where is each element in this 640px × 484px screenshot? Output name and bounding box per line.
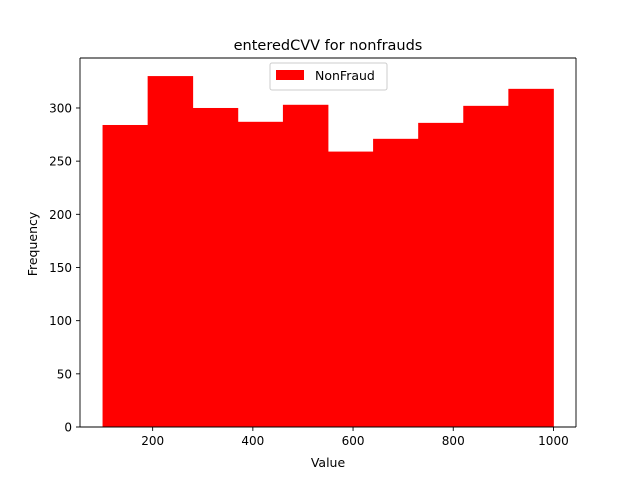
- histogram-bar: [192, 107, 239, 427]
- x-axis-label: Value: [311, 455, 346, 470]
- histogram-bar: [463, 105, 509, 427]
- chart-title: enteredCVV for nonfrauds: [234, 38, 423, 54]
- histogram-bar: [237, 121, 284, 428]
- x-tick-label: 1000: [538, 434, 569, 448]
- x-tick-label: 400: [241, 434, 264, 448]
- x-axis-ticks: 200 400 600 800 1000: [141, 427, 569, 448]
- histogram-bar: [282, 104, 329, 427]
- histogram-bar: [147, 76, 194, 427]
- y-tick-label: 300: [49, 101, 72, 115]
- y-tick-label: 200: [49, 208, 72, 222]
- y-tick-label: 100: [49, 314, 72, 328]
- histogram-bar: [508, 88, 554, 427]
- x-tick-label: 800: [442, 434, 465, 448]
- y-axis-ticks: 0 50 100 150 200 250 300: [49, 101, 80, 435]
- y-tick-label: 150: [49, 261, 72, 275]
- x-tick-label: 200: [141, 434, 164, 448]
- plot-axes: [79, 57, 577, 428]
- y-tick-label: 0: [64, 421, 72, 435]
- histogram-bar: [102, 124, 149, 428]
- histogram-bar: [418, 122, 464, 428]
- legend-label: NonFraud: [315, 68, 375, 83]
- y-tick-label: 50: [57, 367, 72, 381]
- legend-swatch: [276, 70, 304, 80]
- histogram-bar: [373, 138, 419, 427]
- y-axis-label: Frequency: [25, 211, 40, 276]
- y-tick-label: 250: [49, 155, 72, 169]
- legend-frame: [269, 62, 388, 91]
- histogram-bar: [328, 151, 374, 427]
- x-tick-label: 600: [342, 434, 365, 448]
- histogram-bars: [102, 76, 554, 428]
- chart-legend: NonFraud: [269, 62, 388, 91]
